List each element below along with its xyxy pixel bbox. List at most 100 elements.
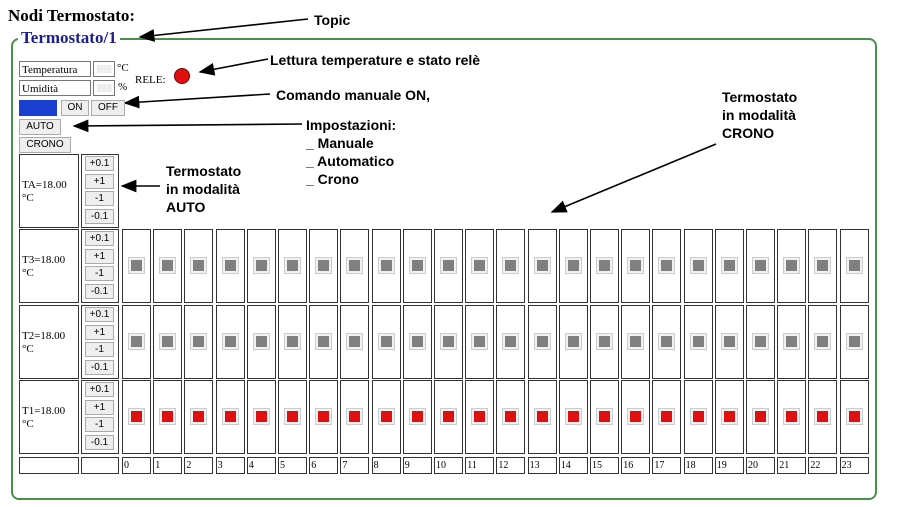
hour-slot-cell[interactable] [153,229,183,303]
hour-slot-toggle[interactable] [221,408,239,425]
hour-slot-cell[interactable] [215,380,245,454]
hour-slot-toggle[interactable] [627,257,645,274]
hour-slot-cell[interactable] [558,229,588,303]
hour-slot-toggle[interactable] [564,257,582,274]
step-button-1[interactable]: +1 [85,324,114,340]
hour-slot-toggle[interactable] [658,333,676,350]
hour-slot-toggle[interactable] [284,408,301,425]
hour-slot-cell[interactable] [527,380,557,454]
hour-slot-toggle[interactable] [128,257,145,274]
hour-slot-toggle[interactable] [377,408,395,425]
hour-slot-cell[interactable] [122,229,151,303]
step-button-1[interactable]: +1 [85,173,114,189]
hour-slot-toggle[interactable] [408,257,426,274]
hour-slot-cell[interactable] [808,229,838,303]
auto-mode-button[interactable]: AUTO [19,119,61,135]
hour-slot-cell[interactable] [371,229,401,303]
hour-slot-cell[interactable] [527,229,557,303]
hour-slot-toggle[interactable] [533,333,551,350]
step-button-2[interactable]: -1 [85,342,114,357]
hour-slot-toggle[interactable] [502,333,520,350]
hour-slot-cell[interactable] [777,229,807,303]
hour-slot-toggle[interactable] [284,333,301,350]
hour-slot-toggle[interactable] [627,408,645,425]
step-button-1[interactable]: +1 [85,248,114,264]
hour-slot-cell[interactable] [496,305,526,379]
hour-slot-toggle[interactable] [564,333,582,350]
hour-slot-toggle[interactable] [159,257,177,274]
hour-slot-cell[interactable] [122,380,151,454]
hour-slot-cell[interactable] [122,305,151,379]
hour-slot-toggle[interactable] [315,333,333,350]
hour-slot-cell[interactable] [340,229,370,303]
hour-slot-cell[interactable] [652,305,682,379]
hour-slot-toggle[interactable] [221,257,239,274]
step-button-3[interactable]: -0.1 [85,359,114,375]
hour-slot-toggle[interactable] [533,257,551,274]
hour-slot-cell[interactable] [746,229,775,303]
hour-slot-toggle[interactable] [596,257,613,274]
hour-slot-toggle[interactable] [783,257,801,274]
hour-slot-toggle[interactable] [502,257,520,274]
hour-slot-toggle[interactable] [845,408,863,425]
step-button-2[interactable]: -1 [85,191,114,206]
hour-slot-cell[interactable] [184,305,214,379]
hour-slot-toggle[interactable] [720,408,738,425]
hour-slot-cell[interactable] [777,380,807,454]
hour-slot-cell[interactable] [746,380,775,454]
hour-slot-cell[interactable] [496,229,526,303]
hour-slot-cell[interactable] [309,229,339,303]
step-button-0[interactable]: +0.1 [85,382,114,397]
hour-slot-toggle[interactable] [845,333,863,350]
hour-slot-toggle[interactable] [346,408,364,425]
hour-slot-toggle[interactable] [315,257,333,274]
hour-slot-toggle[interactable] [440,408,457,425]
hour-slot-cell[interactable] [652,229,682,303]
hour-slot-cell[interactable] [839,305,869,379]
hour-slot-cell[interactable] [371,305,401,379]
hour-slot-cell[interactable] [309,305,339,379]
hour-slot-cell[interactable] [683,305,713,379]
hour-slot-cell[interactable] [839,380,869,454]
hour-slot-toggle[interactable] [284,257,301,274]
on-button[interactable]: ON [61,100,89,116]
hour-slot-cell[interactable] [652,380,682,454]
hour-slot-toggle[interactable] [346,333,364,350]
hour-slot-toggle[interactable] [159,333,177,350]
hour-slot-toggle[interactable] [783,333,801,350]
hour-slot-toggle[interactable] [377,333,395,350]
hour-slot-cell[interactable] [340,305,370,379]
hour-slot-toggle[interactable] [159,408,177,425]
hour-slot-toggle[interactable] [377,257,395,274]
hour-slot-toggle[interactable] [128,333,145,350]
hour-slot-toggle[interactable] [814,257,832,274]
hour-slot-toggle[interactable] [689,408,707,425]
hour-slot-cell[interactable] [683,229,713,303]
step-button-0[interactable]: +0.1 [85,307,114,322]
hour-slot-cell[interactable] [465,380,495,454]
hour-slot-toggle[interactable] [315,408,333,425]
step-button-1[interactable]: +1 [85,399,114,415]
hour-slot-toggle[interactable] [752,257,769,274]
hour-slot-toggle[interactable] [783,408,801,425]
off-button[interactable]: OFF [91,100,125,116]
hour-slot-cell[interactable] [621,380,651,454]
hour-slot-toggle[interactable] [408,333,426,350]
hour-slot-toggle[interactable] [814,408,832,425]
hour-slot-cell[interactable] [746,305,775,379]
hour-slot-toggle[interactable] [752,333,769,350]
step-button-2[interactable]: -1 [85,417,114,432]
hour-slot-cell[interactable] [683,380,713,454]
hour-slot-cell[interactable] [558,380,588,454]
hour-slot-toggle[interactable] [720,333,738,350]
hour-slot-cell[interactable] [558,305,588,379]
manual-slider[interactable] [19,100,57,116]
hour-slot-cell[interactable] [340,380,370,454]
hour-slot-cell[interactable] [246,380,276,454]
step-button-0[interactable]: +0.1 [85,231,114,246]
hour-slot-toggle[interactable] [252,333,270,350]
hour-slot-cell[interactable] [714,305,744,379]
step-button-3[interactable]: -0.1 [85,208,114,224]
step-button-3[interactable]: -0.1 [85,434,114,450]
hour-slot-toggle[interactable] [190,333,208,350]
